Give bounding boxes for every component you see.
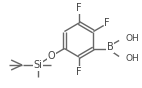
Text: F: F (76, 3, 82, 13)
Text: OH: OH (125, 34, 139, 43)
Text: F: F (76, 67, 82, 77)
Text: Si: Si (33, 60, 42, 70)
Text: F: F (104, 18, 110, 29)
Text: B: B (107, 43, 114, 53)
Text: OH: OH (125, 54, 139, 63)
Text: O: O (48, 51, 55, 61)
